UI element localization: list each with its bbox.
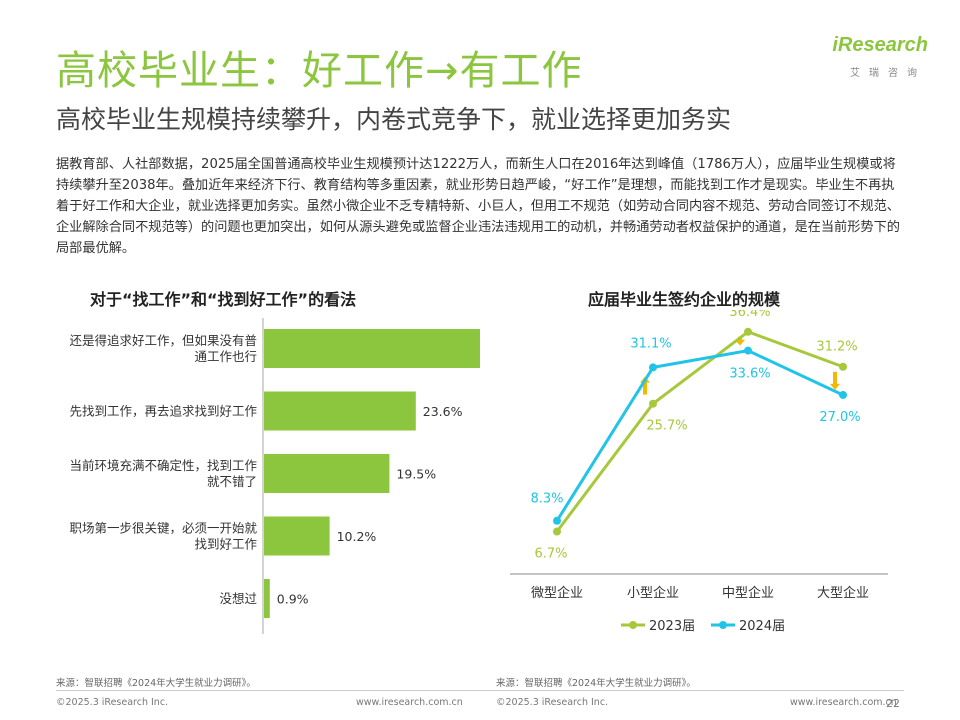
- line-data-label: 36.4%: [729, 310, 770, 320]
- footer-copyright-left: ©2025.3 iResearch Inc.: [56, 697, 169, 708]
- bar-category-label: 没想过: [219, 591, 257, 606]
- line-category-label: 大型企业: [817, 585, 869, 601]
- line-data-label: 25.7%: [646, 419, 687, 434]
- bar-category-label: 就不错了: [207, 474, 257, 489]
- line-category-label: 中型企业: [722, 585, 774, 601]
- page-number: 22: [886, 697, 900, 710]
- legend-label: 2023届: [649, 619, 695, 634]
- line-data-label: 8.3%: [530, 492, 563, 507]
- line-point: [649, 363, 657, 372]
- bar-category-label: 当前环境充满不确定性，找到工作: [69, 458, 257, 473]
- bar-value-label: 0.9%: [277, 592, 309, 607]
- line-point: [839, 390, 847, 399]
- bar: [264, 454, 390, 493]
- footer-copyright-right: ©2025.3 iResearch Inc.: [496, 697, 609, 708]
- bar-category-label: 找到好工作: [194, 537, 257, 552]
- bar-chart-title: 对于“找工作”和“找到好工作”的看法: [90, 290, 357, 309]
- footer-url-right: www.iresearch.com.cn: [790, 697, 897, 708]
- line-series: [555, 330, 844, 533]
- line-series: [555, 349, 844, 522]
- body-paragraph: 据教育部、人社部数据，2025届全国普通高校毕业生规模预计达1222万人，而新生…: [56, 157, 900, 256]
- legend-marker: [629, 621, 637, 629]
- change-arrow-head: [830, 383, 840, 390]
- footer-divider: [56, 690, 904, 691]
- line-data-label: 27.0%: [819, 410, 860, 425]
- source-left: 来源：智联招聘《2024年大学生就业力调研》。: [56, 678, 256, 689]
- line-data-label: 31.1%: [630, 336, 671, 351]
- bar: [264, 579, 270, 618]
- bar-category-label: 通工作也行: [194, 349, 257, 364]
- line-category-label: 微型企业: [531, 585, 583, 601]
- line-data-label: 33.6%: [729, 367, 770, 382]
- bar-value-label: 10.2%: [337, 529, 377, 544]
- bar: [264, 391, 416, 431]
- line-point: [553, 516, 561, 525]
- footer-url-left: www.iresearch.com.cn: [356, 697, 463, 708]
- line-chart-title: 应届毕业生签约企业的规模: [588, 290, 781, 309]
- bar: [264, 516, 330, 556]
- bar-value-label: 19.5%: [396, 467, 436, 482]
- page-subtitle: 高校毕业生规模持续攀升，内卷式竞争下，就业选择更加务实: [56, 105, 732, 134]
- line-category-label: 小型企业: [627, 585, 679, 601]
- logo-sub: 艾瑞咨询: [850, 68, 926, 79]
- line-point: [744, 346, 752, 355]
- iresearch-logo: iResearch 艾瑞咨询: [828, 34, 928, 84]
- source-right: 来源：智联招聘《2024年大学生就业力调研》。: [496, 678, 696, 689]
- bar-category-label: 还是得追求好工作，但如果没有普: [69, 333, 257, 348]
- bar-chart: 45.8%还是得追求好工作，但如果没有普通工作也行23.6%先找到工作，再去追求…: [69, 318, 480, 634]
- line-data-label: 31.2%: [816, 340, 857, 355]
- line-point: [839, 362, 847, 371]
- line-point: [744, 327, 752, 336]
- line-chart: 微型企业 小型企业 中型企业 大型企业 6.7% 25.7% 36.4% 31.2% 8.3% 3…: [510, 310, 888, 634]
- bar-category-label: 职场第一步很关键，必须一开始就: [69, 521, 257, 536]
- line-point: [553, 527, 561, 536]
- bar-value-label: 23.6%: [423, 404, 463, 419]
- logo-brand: iResearch: [832, 34, 928, 56]
- line-point: [649, 399, 657, 408]
- line-data-label: 6.7%: [534, 547, 567, 562]
- bar: [264, 329, 480, 368]
- bar-category-label: 先找到工作，再去追求找到好工作: [69, 404, 257, 419]
- legend-label: 2024届: [739, 619, 785, 634]
- page-title: 高校毕业生：好工作→有工作: [56, 48, 583, 94]
- legend-marker: [719, 621, 727, 629]
